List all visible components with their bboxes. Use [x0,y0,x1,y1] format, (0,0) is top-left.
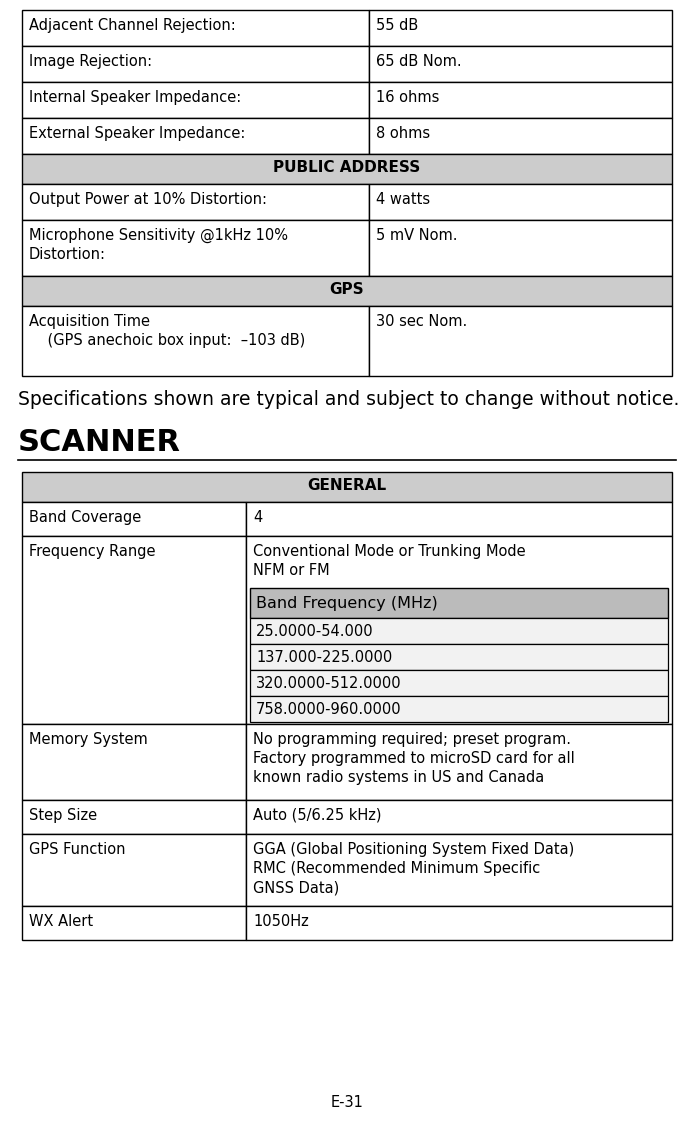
Text: Band Frequency (MHz): Band Frequency (MHz) [256,596,438,611]
Bar [22,472,672,502]
Text: GPS: GPS [330,282,364,297]
Bar [250,588,668,618]
Bar [22,906,246,940]
Text: Frequency Range: Frequency Range [29,544,155,559]
Bar [22,184,369,220]
Text: GPS Function: GPS Function [29,842,126,856]
Text: 4: 4 [253,510,262,525]
Bar [246,502,672,536]
Text: Band Coverage: Band Coverage [29,510,142,525]
Text: SCANNER: SCANNER [18,428,181,457]
Text: Step Size: Step Size [29,808,97,823]
Bar [22,834,246,906]
Text: 30 sec Nom.: 30 sec Nom. [376,314,467,329]
Text: 25.0000-54.000: 25.0000-54.000 [256,624,373,640]
Bar [22,306,369,377]
Text: Microphone Sensitivity @1kHz 10%
Distortion:: Microphone Sensitivity @1kHz 10% Distort… [29,228,288,262]
Text: 8 ohms: 8 ohms [376,126,430,140]
Text: GENERAL: GENERAL [307,478,387,493]
Text: 65 dB Nom.: 65 dB Nom. [376,54,462,69]
Text: PUBLIC ADDRESS: PUBLIC ADDRESS [273,160,421,175]
Text: 55 dB: 55 dB [376,18,418,33]
Bar [250,618,668,644]
Bar [246,834,672,906]
Text: 4 watts: 4 watts [376,192,430,207]
Text: 137.000-225.0000: 137.000-225.0000 [256,650,392,665]
Text: 16 ohms: 16 ohms [376,90,439,105]
Text: 758.0000-960.0000: 758.0000-960.0000 [256,702,402,717]
Bar [250,696,668,722]
Bar [369,306,672,377]
Bar [22,277,672,306]
Bar [369,46,672,82]
Text: External Speaker Impedance:: External Speaker Impedance: [29,126,246,140]
Bar [246,906,672,940]
Text: Acquisition Time
    (GPS anechoic box input:  –103 dB): Acquisition Time (GPS anechoic box input… [29,314,305,348]
Text: GGA (Global Positioning System Fixed Data)
RMC (Recommended Minimum Specific
GNS: GGA (Global Positioning System Fixed Dat… [253,842,574,896]
Text: 1050Hz: 1050Hz [253,914,309,930]
Text: 320.0000-512.0000: 320.0000-512.0000 [256,676,402,691]
Text: Internal Speaker Impedance:: Internal Speaker Impedance: [29,90,242,105]
Text: Adjacent Channel Rejection:: Adjacent Channel Rejection: [29,18,236,33]
Bar [22,800,246,834]
Text: Output Power at 10% Distortion:: Output Power at 10% Distortion: [29,192,267,207]
Bar [369,82,672,118]
Bar [22,536,246,724]
Bar [369,118,672,154]
Bar [22,724,246,800]
Text: No programming required; preset program.
Factory programmed to microSD card for : No programming required; preset program.… [253,732,575,786]
Bar [246,724,672,800]
Text: Memory System: Memory System [29,732,148,747]
Bar [22,118,369,154]
Bar [246,800,672,834]
Bar [250,670,668,696]
Text: E-31: E-31 [330,1095,364,1111]
Text: Conventional Mode or Trunking Mode
NFM or FM: Conventional Mode or Trunking Mode NFM o… [253,544,525,578]
Bar [369,220,672,277]
Text: 5 mV Nom.: 5 mV Nom. [376,228,457,243]
Bar [22,220,369,277]
Bar [22,82,369,118]
Bar [250,644,668,670]
Bar [22,154,672,184]
Bar [22,10,369,46]
Bar [246,536,672,724]
Text: Auto (5/6.25 kHz): Auto (5/6.25 kHz) [253,808,382,823]
Bar [22,46,369,82]
Bar [369,10,672,46]
Text: Specifications shown are typical and subject to change without notice.: Specifications shown are typical and sub… [18,390,679,409]
Text: Image Rejection:: Image Rejection: [29,54,152,69]
Bar [22,502,246,536]
Bar [369,184,672,220]
Text: WX Alert: WX Alert [29,914,93,930]
